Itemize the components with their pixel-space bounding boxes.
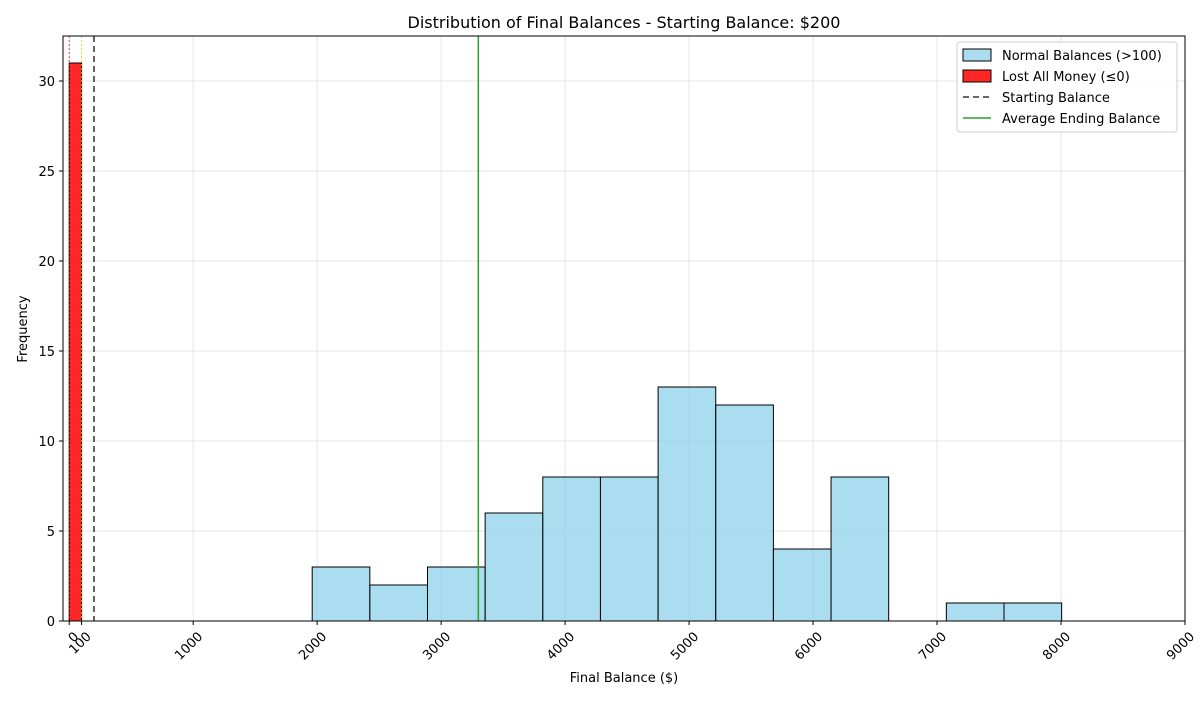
legend-box: [956, 41, 1178, 133]
histogram-bar-normal: [426, 566, 486, 622]
histogram-bar-normal: [830, 476, 890, 622]
y-axis-label: Frequency: [16, 295, 31, 362]
legend-swatch: [962, 48, 992, 62]
x-axis-label: Final Balance ($): [570, 671, 679, 686]
x-tick-label: 6000: [792, 629, 826, 663]
x-tick-label: 4000: [544, 629, 578, 663]
legend-label: Normal Balances (>100): [1002, 49, 1162, 64]
histogram-bar-normal: [945, 602, 1005, 622]
y-tick-label: 10: [38, 435, 55, 450]
y-tick-label: 5: [47, 525, 55, 540]
chart-title: Distribution of Final Balances - Startin…: [408, 13, 841, 32]
histogram-bar-normal: [542, 476, 601, 622]
plot-area-frame: [62, 35, 1186, 622]
histogram-bar-normal: [484, 512, 544, 622]
x-tick-label: 3000: [420, 629, 454, 663]
reference-lines-layer: [68, 36, 480, 621]
y-tick-label: 20: [38, 255, 55, 270]
y-tick-label: 30: [38, 75, 55, 90]
grid-layer: [63, 36, 1186, 622]
y-tick-label: 15: [38, 345, 55, 360]
histogram-bar-normal: [657, 386, 717, 622]
histogram-bar-normal: [369, 584, 428, 622]
histogram-bar-normal: [311, 566, 371, 622]
x-tick-label: 8000: [1040, 629, 1074, 663]
y-tick-label: 25: [38, 165, 55, 180]
legend-label: Starting Balance: [1002, 91, 1110, 106]
x-tick-label: 7000: [916, 629, 950, 663]
bars-layer: [68, 62, 1063, 622]
y-tick-label: 0: [47, 615, 55, 630]
histogram-bar-lost: [68, 62, 83, 622]
x-tick-label: 1000: [172, 629, 206, 663]
histogram-bar-normal: [599, 476, 659, 622]
legend-label: Average Ending Balance: [1002, 112, 1160, 127]
histogram-bar-normal: [772, 548, 832, 622]
legend-label: Lost All Money (≤0): [1002, 70, 1130, 85]
x-tick-label: 9000: [1164, 629, 1198, 663]
legend-swatch: [962, 69, 992, 83]
x-tick-label: 2000: [296, 629, 330, 663]
x-tick-label: 5000: [668, 629, 702, 663]
legend: Normal Balances (>100) Lost All Money (≤0…: [956, 41, 1178, 133]
histogram-bar-normal: [1003, 602, 1063, 622]
histogram-bar-normal: [715, 404, 774, 622]
